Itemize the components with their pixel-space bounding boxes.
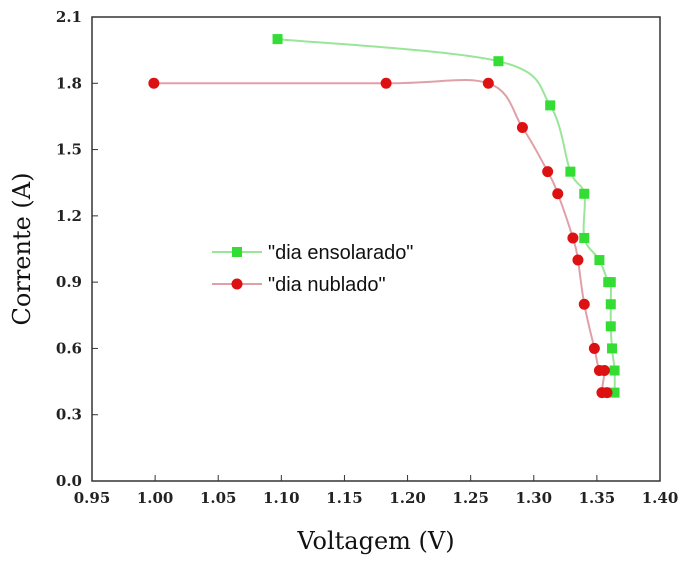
data-point-series-1: [578, 298, 590, 310]
data-point-series-0: [605, 321, 616, 332]
x-axis-ticks: 0.95 1.00 1.05 1.10 1.15 1.20 1.25 1.30 1.35 1.40: [74, 475, 679, 507]
data-point-series-0: [565, 166, 576, 177]
data-point-series-1: [567, 232, 579, 244]
data-point-series-1: [542, 166, 554, 178]
y-tick-label: 2.1: [56, 8, 82, 26]
x-tick-label: 1.05: [200, 489, 237, 507]
x-tick-label: 1.25: [452, 489, 489, 507]
y-tick-label: 0.0: [56, 472, 82, 490]
data-point-series-0: [579, 188, 590, 199]
data-point-series-1: [572, 254, 584, 266]
data-point-series-1: [588, 342, 600, 354]
x-tick-label: 1.20: [389, 489, 426, 507]
data-point-series-1: [148, 77, 160, 89]
legend-marker: [231, 278, 243, 290]
data-point-series-1: [552, 188, 564, 200]
y-tick-label: 0.9: [56, 273, 82, 291]
data-point-series-0: [545, 100, 556, 111]
y-tick-label: 0.3: [56, 406, 82, 424]
x-tick-label: 1.00: [137, 489, 174, 507]
y-tick-label: 1.8: [56, 74, 82, 92]
y-axis-ticks: 0.0 0.3 0.6 0.9 1.2 1.5 1.8 2.1: [56, 8, 98, 490]
y-axis-title: Corrente (A): [8, 173, 36, 326]
legend-marker: [232, 247, 242, 257]
y-tick-label: 0.6: [56, 339, 82, 357]
data-point-series-1: [516, 121, 528, 133]
x-tick-label: 1.30: [516, 489, 553, 507]
legend-label: "dia nublado": [268, 274, 386, 296]
y-tick-label: 1.2: [56, 207, 82, 225]
data-point-series-1: [380, 77, 392, 89]
legend-label: "dia ensolarado": [268, 242, 413, 264]
series-line-0: [277, 38, 616, 393]
x-tick-label: 1.15: [326, 489, 363, 507]
x-axis-title: Voltagem (V): [296, 527, 454, 555]
data-point-series-0: [493, 56, 504, 67]
series-points: [148, 34, 620, 399]
data-point-series-0: [609, 387, 620, 398]
x-tick-label: 1.40: [642, 489, 679, 507]
x-tick-label: 0.95: [74, 489, 111, 507]
data-point-series-0: [272, 34, 283, 45]
data-point-series-0: [605, 277, 616, 288]
y-tick-label: 1.5: [56, 141, 82, 159]
data-point-series-1: [482, 77, 494, 89]
x-tick-label: 1.10: [263, 489, 300, 507]
series-line-1: [153, 79, 608, 396]
data-point-series-0: [579, 232, 590, 243]
data-point-series-0: [594, 255, 605, 266]
data-point-series-0: [605, 299, 616, 310]
data-point-series-0: [607, 343, 618, 354]
data-point-series-1: [601, 387, 613, 399]
legend: "dia ensolarado" "dia nublado": [212, 242, 413, 296]
plot-frame: [91, 16, 661, 482]
series-lines: [153, 38, 616, 396]
x-tick-label: 1.35: [579, 489, 616, 507]
data-point-series-0: [609, 365, 620, 376]
data-point-series-1: [598, 365, 610, 377]
